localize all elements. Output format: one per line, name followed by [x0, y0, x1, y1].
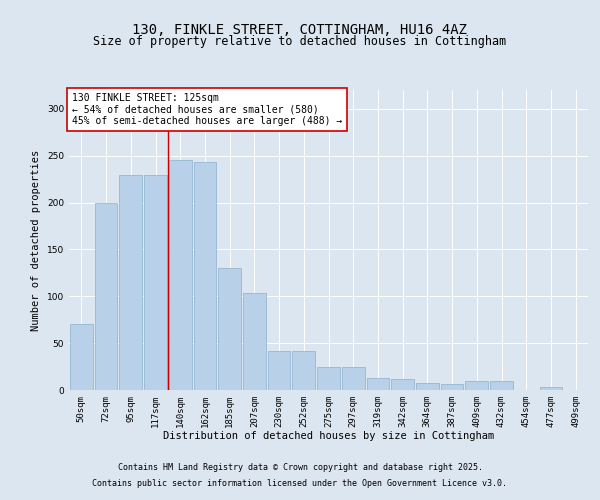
Bar [367, 378, 389, 390]
Bar [539, 387, 562, 390]
Text: Contains public sector information licensed under the Open Government Licence v3: Contains public sector information licen… [92, 478, 508, 488]
Bar [243, 292, 266, 390]
Text: Contains HM Land Registry data © Crown copyright and database right 2025.: Contains HM Land Registry data © Crown c… [118, 464, 482, 472]
Bar [169, 160, 191, 390]
X-axis label: Distribution of detached houses by size in Cottingham: Distribution of detached houses by size … [163, 432, 494, 442]
Bar [268, 350, 290, 390]
Bar [70, 324, 93, 390]
Y-axis label: Number of detached properties: Number of detached properties [31, 150, 41, 330]
Bar [441, 384, 463, 390]
Bar [194, 162, 216, 390]
Bar [119, 176, 142, 390]
Bar [416, 382, 439, 390]
Bar [466, 380, 488, 390]
Bar [490, 380, 513, 390]
Text: Size of property relative to detached houses in Cottingham: Size of property relative to detached ho… [94, 35, 506, 48]
Bar [391, 379, 414, 390]
Text: 130, FINKLE STREET, COTTINGHAM, HU16 4AZ: 130, FINKLE STREET, COTTINGHAM, HU16 4AZ [133, 22, 467, 36]
Bar [218, 268, 241, 390]
Bar [342, 366, 365, 390]
Bar [317, 366, 340, 390]
Bar [144, 176, 167, 390]
Bar [95, 204, 118, 390]
Text: 130 FINKLE STREET: 125sqm
← 54% of detached houses are smaller (580)
45% of semi: 130 FINKLE STREET: 125sqm ← 54% of detac… [71, 93, 342, 126]
Bar [292, 350, 315, 390]
